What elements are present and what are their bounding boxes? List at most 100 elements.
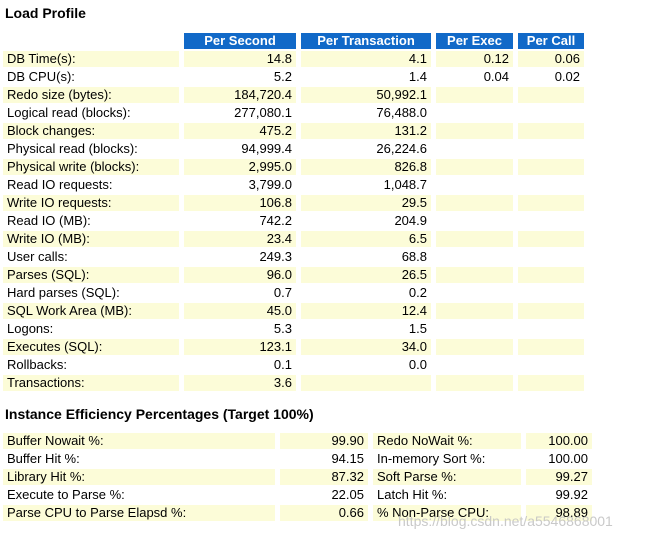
load-profile-row: Read IO requests: 3,799.0 1,048.7 bbox=[3, 177, 584, 193]
load-profile-table: Per Second Per Transaction Per Exec Per … bbox=[0, 31, 589, 393]
metric-value: 0.04 bbox=[483, 69, 509, 84]
metric-value: 26,224.6 bbox=[376, 141, 427, 156]
metric-label: SQL Work Area (MB): bbox=[3, 303, 179, 319]
efficiency-value: 99.90 bbox=[280, 433, 368, 449]
metric-value bbox=[518, 375, 584, 391]
metric-value: 0.12 bbox=[436, 51, 513, 67]
metric-value: 2,995.0 bbox=[184, 159, 296, 175]
load-profile-row: Block changes: 475.2 131.2 bbox=[3, 123, 584, 139]
metric-value bbox=[518, 159, 584, 175]
metric-value bbox=[301, 375, 431, 391]
metric-label: Physical read (blocks): bbox=[7, 141, 138, 156]
metric-value bbox=[436, 177, 513, 193]
metric-value bbox=[436, 159, 513, 175]
metric-value: 826.8 bbox=[301, 159, 431, 175]
metric-value bbox=[436, 321, 513, 337]
efficiency-label: % Non-Parse CPU: bbox=[373, 505, 521, 521]
load-profile-row: Read IO (MB): 742.2 204.9 bbox=[3, 213, 584, 229]
efficiency-value: 94.15 bbox=[331, 451, 364, 466]
efficiency-label: Soft Parse %: bbox=[373, 469, 521, 485]
efficiency-label: Buffer Hit %: bbox=[7, 451, 80, 466]
metric-value bbox=[436, 213, 513, 229]
load-profile-row: SQL Work Area (MB): 45.0 12.4 bbox=[3, 303, 584, 319]
efficiency-label: Latch Hit %: bbox=[377, 487, 448, 502]
metric-value bbox=[518, 105, 584, 121]
header-blank-cell bbox=[3, 33, 179, 49]
metric-value: 34.0 bbox=[301, 339, 431, 355]
metric-label: Logical read (blocks): bbox=[7, 105, 131, 120]
metric-value bbox=[518, 357, 584, 373]
metric-value bbox=[436, 105, 513, 121]
load-profile-header-row: Per Second Per Transaction Per Exec Per … bbox=[3, 33, 584, 49]
metric-value: 29.5 bbox=[301, 195, 431, 211]
efficiency-label: Parse CPU to Parse Elapsd %: bbox=[3, 505, 275, 521]
load-profile-title: Load Profile bbox=[5, 5, 86, 21]
load-profile-row: Executes (SQL): 123.1 34.0 bbox=[3, 339, 584, 355]
metric-value: 123.1 bbox=[184, 339, 296, 355]
metric-value: 204.9 bbox=[394, 213, 427, 228]
load-profile-row: Rollbacks: 0.1 0.0 bbox=[3, 357, 584, 373]
metric-value: 131.2 bbox=[301, 123, 431, 139]
column-header-per-transaction: Per Transaction bbox=[301, 33, 431, 49]
load-profile-body: DB Time(s): 14.8 4.1 0.12 0.06 DB CPU(s): 5.2 1… bbox=[3, 51, 584, 391]
metric-value bbox=[436, 123, 513, 139]
metric-label: Redo size (bytes): bbox=[3, 87, 179, 103]
metric-value: 3.6 bbox=[184, 375, 296, 391]
metric-value bbox=[518, 213, 584, 229]
metric-value: 4.1 bbox=[301, 51, 431, 67]
instance-efficiency-row: Parse CPU to Parse Elapsd %: 0.66 % Non-Pa… bbox=[3, 505, 592, 521]
instance-efficiency-title: Instance Efficiency Percentages (Target … bbox=[5, 406, 314, 422]
metric-value bbox=[436, 195, 513, 211]
metric-label: Hard parses (SQL): bbox=[7, 285, 120, 300]
metric-value: 1.4 bbox=[408, 69, 427, 84]
load-profile-row: Redo size (bytes): 184,720.4 50,992.1 bbox=[3, 87, 584, 103]
metric-value bbox=[436, 267, 513, 283]
metric-value: 0.0 bbox=[408, 357, 427, 372]
load-profile-row: DB Time(s): 14.8 4.1 0.12 0.06 bbox=[3, 51, 584, 67]
metric-value: 5.2 bbox=[273, 69, 292, 84]
efficiency-value: 87.32 bbox=[280, 469, 368, 485]
load-profile-row: User calls: 249.3 68.8 bbox=[3, 249, 584, 265]
instance-efficiency-table: Buffer Nowait %: 99.90 Redo NoWait %: 100.0… bbox=[0, 431, 597, 523]
metric-value: 5.3 bbox=[273, 321, 292, 336]
load-profile-row: Write IO (MB): 23.4 6.5 bbox=[3, 231, 584, 247]
metric-label: Executes (SQL): bbox=[3, 339, 179, 355]
metric-value: 26.5 bbox=[301, 267, 431, 283]
metric-value bbox=[518, 141, 584, 157]
efficiency-value: 99.27 bbox=[526, 469, 592, 485]
load-profile-row: Transactions: 3.6 bbox=[3, 375, 584, 391]
column-header-per-second: Per Second bbox=[184, 33, 296, 49]
metric-label: Write IO (MB): bbox=[3, 231, 179, 247]
metric-label: DB CPU(s): bbox=[7, 69, 75, 84]
metric-value: 96.0 bbox=[184, 267, 296, 283]
efficiency-value: 100.00 bbox=[548, 451, 588, 466]
instance-efficiency-row: Buffer Nowait %: 99.90 Redo NoWait %: 100.0… bbox=[3, 433, 592, 449]
metric-value bbox=[436, 303, 513, 319]
efficiency-label: Buffer Nowait %: bbox=[3, 433, 275, 449]
load-profile-row: Hard parses (SQL): 0.7 0.2 bbox=[3, 285, 584, 301]
metric-value: 184,720.4 bbox=[184, 87, 296, 103]
metric-value: 50,992.1 bbox=[301, 87, 431, 103]
metric-value bbox=[436, 141, 513, 157]
efficiency-value: 98.89 bbox=[526, 505, 592, 521]
metric-value: 12.4 bbox=[301, 303, 431, 319]
metric-label: Physical write (blocks): bbox=[3, 159, 179, 175]
metric-value: 3,799.0 bbox=[248, 177, 292, 192]
efficiency-label: Library Hit %: bbox=[3, 469, 275, 485]
metric-value: 1,048.7 bbox=[383, 177, 427, 192]
metric-value bbox=[518, 339, 584, 355]
metric-value bbox=[518, 87, 584, 103]
metric-value bbox=[518, 285, 584, 301]
metric-value bbox=[518, 123, 584, 139]
efficiency-label: Execute to Parse %: bbox=[7, 487, 125, 502]
metric-value bbox=[436, 357, 513, 373]
metric-value bbox=[518, 249, 584, 265]
metric-label: Logons: bbox=[7, 321, 54, 336]
metric-value bbox=[518, 231, 584, 247]
metric-value bbox=[436, 339, 513, 355]
metric-value: 0.06 bbox=[518, 51, 584, 67]
metric-label: Read IO (MB): bbox=[7, 213, 91, 228]
load-profile-row: Logical read (blocks): 277,080.1 76,488.0 bbox=[3, 105, 584, 121]
metric-value: 0.1 bbox=[273, 357, 292, 372]
